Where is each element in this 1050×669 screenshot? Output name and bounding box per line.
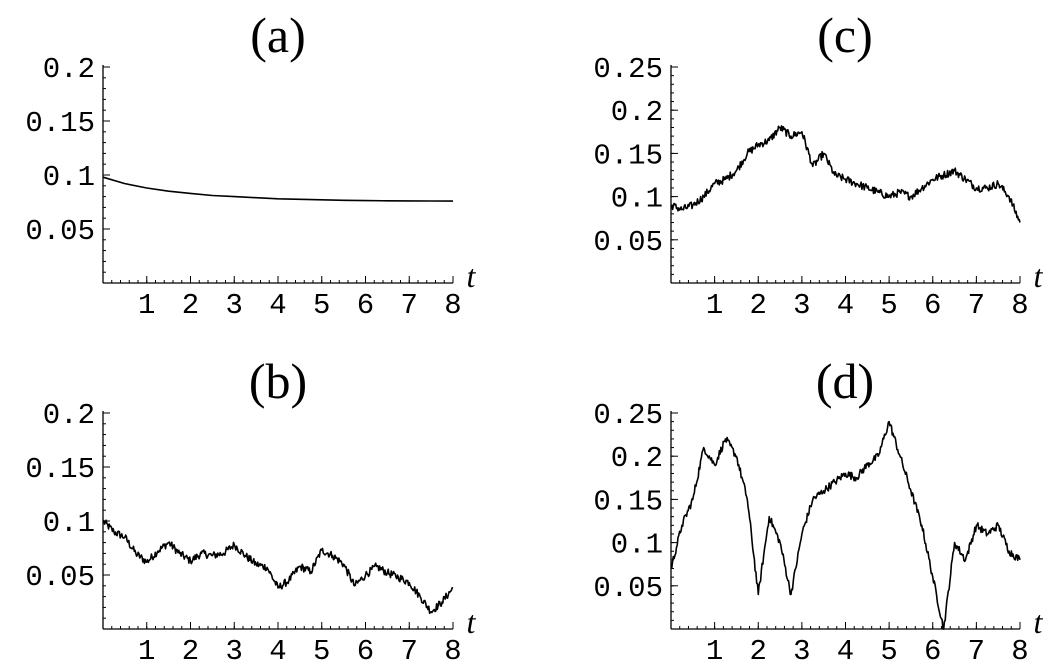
y-tick-label: 0.1	[611, 529, 663, 562]
panel-b: (b) 0.05 0.1 0.15 0.2 1 2 3 4 5 6 7 8t	[25, 353, 476, 668]
x-tick-label: 7	[401, 289, 418, 322]
y-tick-label: 0.15	[593, 139, 663, 172]
y-tick-label: 0.15	[25, 107, 95, 140]
y-tick-label: 0.25	[593, 53, 663, 86]
panel-title: (a)	[250, 7, 306, 63]
y-tick-label: 0.1	[43, 507, 95, 540]
x-tick-label: 4	[837, 289, 854, 322]
y-tick-label: 0.2	[611, 442, 663, 475]
x-tick-label: 1	[706, 635, 723, 668]
x-tick-label: 5	[313, 289, 330, 322]
series-line	[102, 176, 454, 202]
x-tick-label: 8	[444, 635, 461, 668]
series-line	[670, 125, 1021, 223]
x-axis-label: t	[1034, 258, 1044, 294]
series-line	[102, 519, 454, 615]
x-tick-label: 3	[793, 635, 810, 668]
x-tick-label: 3	[226, 635, 243, 668]
x-tick-label: 7	[968, 289, 985, 322]
y-tick-label: 0.05	[25, 561, 95, 594]
x-tick-label: 6	[924, 635, 941, 668]
y-tick-label: 0.05	[593, 226, 663, 259]
y-tick-label: 0.2	[43, 399, 95, 432]
x-axis-label: t	[1034, 604, 1044, 640]
x-tick-label: 4	[837, 635, 854, 668]
x-tick-label: 8	[444, 289, 461, 322]
x-tick-label: 3	[793, 289, 810, 322]
x-axis-label: t	[467, 604, 477, 640]
x-tick-label: 5	[880, 289, 897, 322]
panel-c: (c) 0.05 0.1 0.15 0.2 0.25 1 2 3 4 5 6 7 8t	[593, 7, 1043, 322]
x-tick-label: 2	[182, 635, 199, 668]
y-tick-label: 0.1	[43, 161, 95, 194]
x-tick-label: 1	[138, 289, 155, 322]
x-tick-label: 5	[313, 635, 330, 668]
x-tick-label: 1	[138, 635, 155, 668]
series-line	[670, 420, 1021, 630]
x-tick-label: 6	[357, 635, 374, 668]
x-tick-label: 4	[269, 635, 286, 668]
x-tick-label: 2	[750, 289, 767, 322]
x-tick-label: 7	[401, 635, 418, 668]
x-tick-label: 7	[968, 635, 985, 668]
x-tick-label: 6	[924, 289, 941, 322]
panel-title: (b)	[249, 353, 307, 409]
y-tick-label: 0.15	[25, 453, 95, 486]
y-tick-label: 0.1	[611, 183, 663, 216]
x-tick-label: 2	[750, 635, 767, 668]
y-tick-label: 0.05	[25, 215, 95, 248]
x-tick-label: 5	[880, 635, 897, 668]
y-tick-label: 0.2	[43, 53, 95, 86]
x-tick-label: 4	[269, 289, 286, 322]
panel-a: (a) 0.05 0.1 0.15 0.2 1 2 3 4 5 6 7 8t	[25, 7, 476, 322]
y-tick-label: 0.25	[593, 399, 663, 432]
panel-d: (d) 0.05 0.1 0.15 0.2 0.25 1 2 3 4 5 6 7 8t	[593, 353, 1043, 668]
x-tick-label: 2	[182, 289, 199, 322]
x-axis-label: t	[467, 258, 477, 294]
panel-title: (c)	[817, 7, 873, 63]
x-tick-label: 3	[226, 289, 243, 322]
y-tick-label: 0.05	[593, 572, 663, 605]
panel-title: (d)	[816, 353, 874, 409]
y-tick-label: 0.15	[593, 485, 663, 518]
x-tick-label: 8	[1011, 289, 1028, 322]
y-tick-label: 0.2	[611, 96, 663, 129]
x-tick-label: 8	[1011, 635, 1028, 668]
x-tick-label: 6	[357, 289, 374, 322]
x-tick-label: 1	[706, 289, 723, 322]
